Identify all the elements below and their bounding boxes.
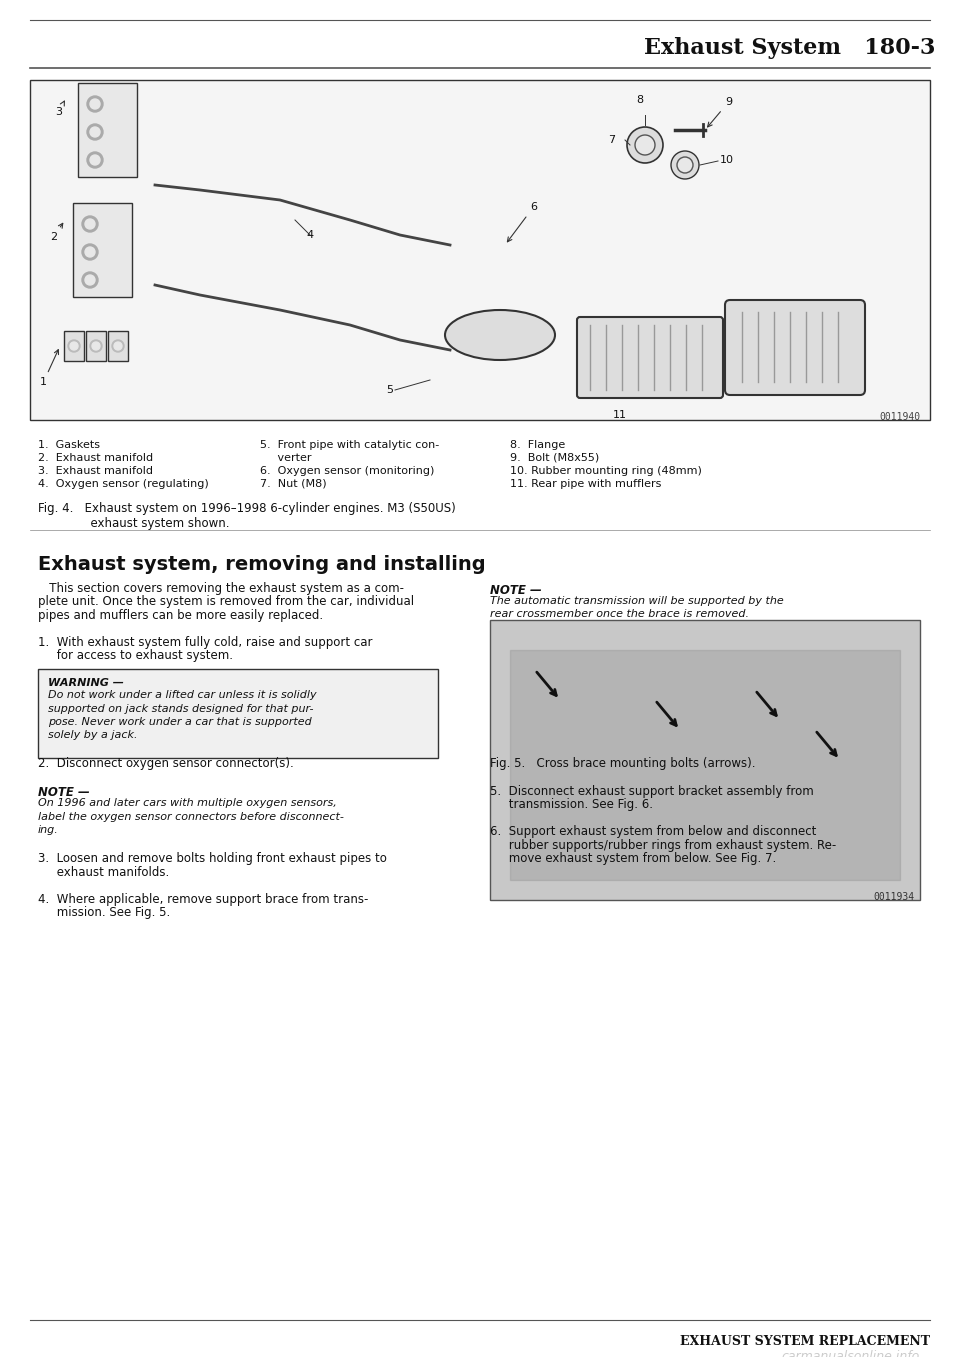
Text: 1.  Gaskets: 1. Gaskets xyxy=(38,440,100,451)
Circle shape xyxy=(87,96,103,113)
FancyBboxPatch shape xyxy=(30,80,930,421)
Text: ing.: ing. xyxy=(38,825,59,835)
Text: 9: 9 xyxy=(708,96,732,128)
Text: 5: 5 xyxy=(387,385,394,395)
Circle shape xyxy=(635,134,655,155)
Circle shape xyxy=(87,123,103,140)
Text: 9.  Bolt (M8x55): 9. Bolt (M8x55) xyxy=(510,453,599,463)
Circle shape xyxy=(90,341,102,351)
Circle shape xyxy=(85,218,95,229)
Circle shape xyxy=(87,152,103,168)
Text: 11. Rear pipe with mufflers: 11. Rear pipe with mufflers xyxy=(510,479,661,489)
Text: supported on jack stands designed for that pur-: supported on jack stands designed for th… xyxy=(48,703,314,714)
Text: 4.  Oxygen sensor (regulating): 4. Oxygen sensor (regulating) xyxy=(38,479,208,489)
Ellipse shape xyxy=(445,309,555,360)
Text: rubber supports/rubber rings from exhaust system. Re-: rubber supports/rubber rings from exhaus… xyxy=(490,839,836,851)
FancyBboxPatch shape xyxy=(73,204,132,297)
Circle shape xyxy=(671,151,699,179)
Text: 10. Rubber mounting ring (48mm): 10. Rubber mounting ring (48mm) xyxy=(510,465,702,476)
FancyBboxPatch shape xyxy=(490,620,920,900)
Text: This section covers removing the exhaust system as a com-: This section covers removing the exhaust… xyxy=(38,582,404,594)
Text: mission. See Fig. 5.: mission. See Fig. 5. xyxy=(38,906,170,919)
Text: 8.  Flange: 8. Flange xyxy=(510,440,565,451)
Circle shape xyxy=(90,128,100,137)
Text: 8: 8 xyxy=(636,95,643,104)
Text: rear crossmember once the brace is removed.: rear crossmember once the brace is remov… xyxy=(490,609,749,619)
Text: Exhaust system, removing and installing: Exhaust system, removing and installing xyxy=(38,555,486,574)
Circle shape xyxy=(92,342,100,350)
FancyBboxPatch shape xyxy=(577,318,723,398)
Circle shape xyxy=(90,99,100,109)
Circle shape xyxy=(82,271,98,288)
Text: WARNING —: WARNING — xyxy=(48,678,124,688)
Text: plete unit. Once the system is removed from the car, individual: plete unit. Once the system is removed f… xyxy=(38,596,414,608)
Circle shape xyxy=(68,341,80,351)
Text: 0011934: 0011934 xyxy=(874,892,915,902)
Text: pipes and mufflers can be more easily replaced.: pipes and mufflers can be more easily re… xyxy=(38,609,324,622)
Text: move exhaust system from below. See Fig. 7.: move exhaust system from below. See Fig.… xyxy=(490,852,777,864)
Text: verter: verter xyxy=(260,453,311,463)
Circle shape xyxy=(82,216,98,232)
Text: 6.  Support exhaust system from below and disconnect: 6. Support exhaust system from below and… xyxy=(490,825,816,839)
Text: 4.  Where applicable, remove support brace from trans-: 4. Where applicable, remove support brac… xyxy=(38,893,369,905)
Text: Fig. 4.   Exhaust system on 1996–1998 6-cylinder engines. M3 (S50US)
           : Fig. 4. Exhaust system on 1996–1998 6-cy… xyxy=(38,502,456,531)
Text: 0011940: 0011940 xyxy=(878,413,920,422)
Text: 7: 7 xyxy=(608,134,615,145)
Circle shape xyxy=(627,128,663,163)
Text: NOTE —: NOTE — xyxy=(490,584,541,597)
FancyBboxPatch shape xyxy=(78,83,137,176)
Text: Fig. 5.   Cross brace mounting bolts (arrows).: Fig. 5. Cross brace mounting bolts (arro… xyxy=(490,757,756,771)
FancyBboxPatch shape xyxy=(725,300,865,395)
Text: carmanualsonline.info: carmanualsonline.info xyxy=(781,1350,920,1357)
Text: Do not work under a lifted car unless it is solidly: Do not work under a lifted car unless it… xyxy=(48,689,317,700)
Text: 1: 1 xyxy=(40,350,59,387)
Text: 6: 6 xyxy=(508,202,537,242)
Text: 3.  Loosen and remove bolts holding front exhaust pipes to: 3. Loosen and remove bolts holding front… xyxy=(38,852,387,864)
Circle shape xyxy=(85,275,95,285)
Text: for access to exhaust system.: for access to exhaust system. xyxy=(38,650,233,662)
Text: solely by a jack.: solely by a jack. xyxy=(48,730,137,741)
Text: 3.  Exhaust manifold: 3. Exhaust manifold xyxy=(38,465,153,476)
Text: NOTE —: NOTE — xyxy=(38,787,89,799)
Circle shape xyxy=(112,341,124,351)
Text: 7.  Nut (M8): 7. Nut (M8) xyxy=(260,479,326,489)
Text: 4: 4 xyxy=(306,229,314,240)
Circle shape xyxy=(90,155,100,166)
Text: 5.  Disconnect exhaust support bracket assembly from: 5. Disconnect exhaust support bracket as… xyxy=(490,784,814,798)
Text: 2: 2 xyxy=(50,224,62,242)
Text: 2.  Exhaust manifold: 2. Exhaust manifold xyxy=(38,453,154,463)
Text: 6.  Oxygen sensor (monitoring): 6. Oxygen sensor (monitoring) xyxy=(260,465,434,476)
Text: exhaust manifolds.: exhaust manifolds. xyxy=(38,866,169,878)
Text: transmission. See Fig. 6.: transmission. See Fig. 6. xyxy=(490,798,653,811)
Circle shape xyxy=(114,342,122,350)
Text: 11: 11 xyxy=(613,410,627,421)
Text: 10: 10 xyxy=(720,155,734,166)
Circle shape xyxy=(70,342,78,350)
FancyBboxPatch shape xyxy=(86,331,106,361)
Text: label the oxygen sensor connectors before disconnect-: label the oxygen sensor connectors befor… xyxy=(38,811,344,821)
Circle shape xyxy=(677,157,693,172)
FancyBboxPatch shape xyxy=(64,331,84,361)
Circle shape xyxy=(85,247,95,256)
Text: The automatic transmission will be supported by the: The automatic transmission will be suppo… xyxy=(490,596,783,605)
Text: 1.  With exhaust system fully cold, raise and support car: 1. With exhaust system fully cold, raise… xyxy=(38,636,372,649)
Text: 3: 3 xyxy=(55,100,64,117)
FancyBboxPatch shape xyxy=(108,331,128,361)
Text: 5.  Front pipe with catalytic con-: 5. Front pipe with catalytic con- xyxy=(260,440,440,451)
Text: Exhaust System   180-3: Exhaust System 180-3 xyxy=(643,37,935,58)
Text: On 1996 and later cars with multiple oxygen sensors,: On 1996 and later cars with multiple oxy… xyxy=(38,798,337,807)
Circle shape xyxy=(82,244,98,261)
FancyBboxPatch shape xyxy=(38,669,438,759)
Text: 2.  Disconnect oxygen sensor connector(s).: 2. Disconnect oxygen sensor connector(s)… xyxy=(38,757,294,771)
Text: EXHAUST SYSTEM REPLACEMENT: EXHAUST SYSTEM REPLACEMENT xyxy=(680,1335,930,1348)
Text: pose. Never work under a car that is supported: pose. Never work under a car that is sup… xyxy=(48,716,312,727)
